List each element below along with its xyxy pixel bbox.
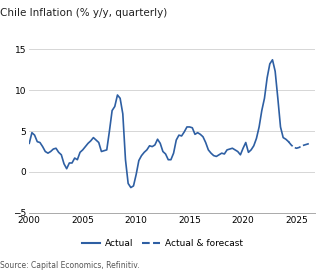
Line: Actual & forecast: Actual & forecast	[289, 142, 310, 148]
Actual	[287, 140, 291, 143]
Actual	[174, 138, 178, 142]
Actual	[49, 150, 53, 153]
Actual & forecast	[292, 146, 296, 149]
Actual	[129, 186, 133, 189]
Actual	[43, 150, 47, 153]
Actual & forecast	[287, 140, 291, 143]
Actual	[270, 58, 274, 61]
Actual	[27, 142, 31, 145]
Actual & forecast	[294, 147, 298, 150]
Actual & forecast	[303, 143, 306, 147]
Actual & forecast	[305, 143, 309, 146]
Text: Source: Capital Economics, Refinitiv.: Source: Capital Economics, Refinitiv.	[0, 261, 139, 270]
Actual & forecast	[289, 143, 293, 147]
Actual & forecast	[300, 144, 304, 147]
Actual	[193, 133, 197, 136]
Legend: Actual, Actual & forecast: Actual, Actual & forecast	[79, 236, 246, 252]
Actual	[153, 143, 157, 147]
Line: Actual: Actual	[29, 60, 289, 188]
Text: Chile Inflation (% y/y, quarterly): Chile Inflation (% y/y, quarterly)	[0, 8, 167, 18]
Actual & forecast	[297, 146, 301, 149]
Actual & forecast	[308, 142, 312, 145]
Actual	[228, 147, 232, 151]
Actual & forecast	[287, 140, 291, 143]
